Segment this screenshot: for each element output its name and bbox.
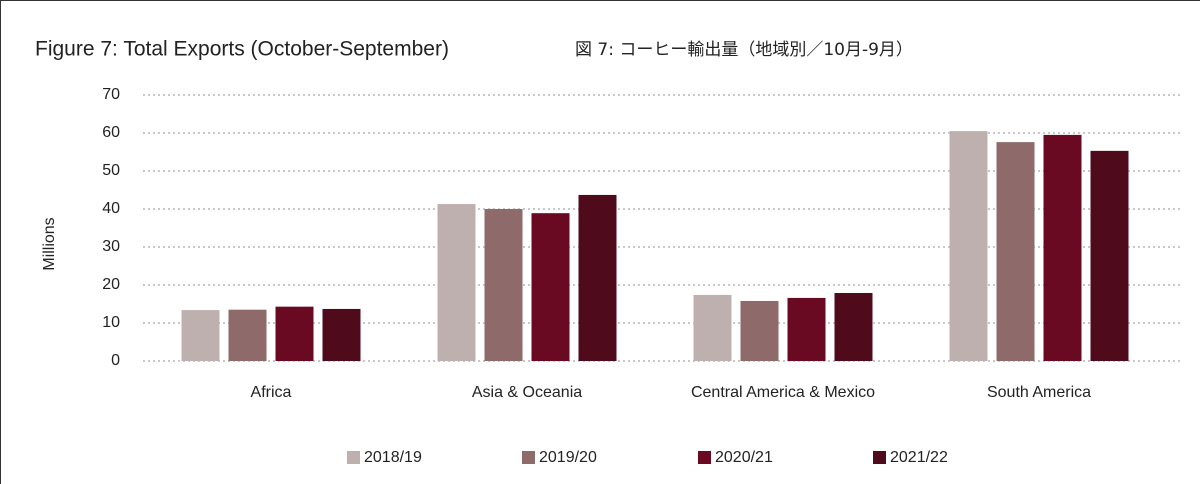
x-tick-label: Africa <box>251 384 292 401</box>
legend-swatch <box>522 451 535 464</box>
y-tick-label: 0 <box>111 352 120 369</box>
x-tick-label: Central America & Mexico <box>691 384 875 401</box>
bar <box>740 300 779 361</box>
bar <box>531 213 570 361</box>
legend-label: 2020/21 <box>715 449 773 466</box>
bar <box>787 297 826 361</box>
y-tick-label: 60 <box>102 124 120 141</box>
bar <box>996 142 1035 361</box>
bar <box>693 294 732 361</box>
bar <box>181 310 220 361</box>
bar <box>949 131 988 361</box>
x-tick-label: South America <box>987 384 1091 401</box>
bar <box>1043 134 1082 361</box>
bar <box>578 194 617 361</box>
bar <box>228 309 267 361</box>
y-tick-label: 40 <box>102 200 120 217</box>
y-tick-label: 20 <box>102 276 120 293</box>
y-tick-label: 50 <box>102 162 120 179</box>
bar <box>484 209 523 361</box>
bar <box>437 204 476 361</box>
y-axis-label: Millions <box>41 217 58 270</box>
chart-title: Figure 7: Total Exports (October-Septemb… <box>35 38 449 61</box>
chart-subtitle: 図 7: コーヒー輸出量（地域別／10月-9月） <box>575 40 913 60</box>
legend-swatch <box>347 451 360 464</box>
legend-label: 2019/20 <box>539 449 597 466</box>
y-tick-label: 70 <box>102 86 120 103</box>
x-tick-label: Asia & Oceania <box>472 384 582 401</box>
bar <box>322 308 361 361</box>
bar <box>1090 150 1129 361</box>
y-tick-label: 30 <box>102 238 120 255</box>
y-tick-label: 10 <box>102 314 120 331</box>
legend-label: 2021/22 <box>890 449 948 466</box>
legend-swatch <box>698 451 711 464</box>
bar <box>275 306 314 361</box>
bar <box>834 292 873 361</box>
legend-swatch <box>873 451 886 464</box>
legend-label: 2018/19 <box>364 449 422 466</box>
